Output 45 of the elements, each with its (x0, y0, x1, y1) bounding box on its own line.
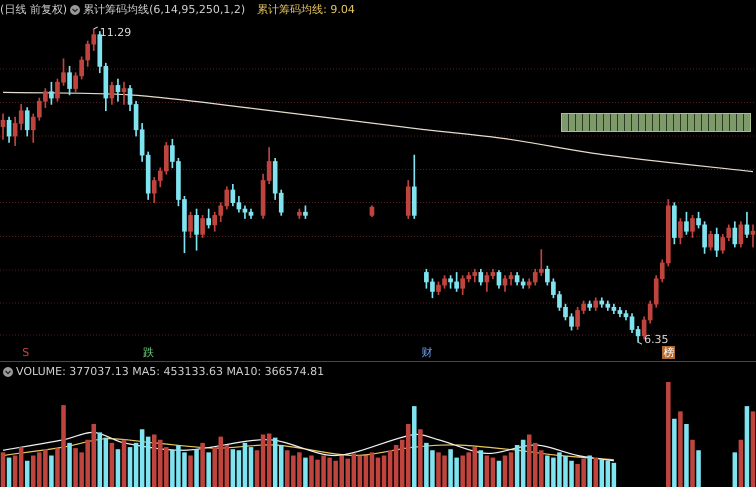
bar (436, 452, 441, 487)
bar (122, 440, 126, 487)
bar (116, 449, 120, 487)
bar (24, 460, 30, 487)
annotation: 11.29 (100, 26, 132, 39)
candlestick (122, 82, 126, 105)
bar (67, 442, 72, 487)
bar (738, 440, 744, 487)
chart-subtitle: 累计筹码均线(6,14,95,250,1,2) (83, 3, 246, 16)
annotation: 6.35 (644, 333, 669, 346)
bar (496, 460, 502, 487)
bar (0, 452, 6, 487)
bar (194, 449, 199, 487)
bar (666, 382, 671, 487)
text: 榜 (662, 346, 676, 359)
bar (418, 429, 423, 487)
bar (684, 424, 689, 487)
bar (678, 411, 683, 487)
bar (732, 452, 738, 487)
text: 跌 (142, 346, 156, 359)
bar (750, 411, 756, 487)
bar (672, 418, 677, 487)
bar (412, 406, 417, 487)
bar (744, 406, 750, 487)
bar (690, 440, 695, 487)
candlestick (303, 206, 308, 219)
chart-title: VOLUME: 377037.13 MA5: 453133.63 MA10: 366574.81 (16, 365, 324, 378)
bar (200, 442, 205, 487)
bar (303, 458, 308, 487)
candlestick (750, 224, 756, 248)
bar (6, 458, 12, 487)
bar (49, 456, 54, 487)
bar (593, 458, 598, 487)
bar (309, 456, 314, 487)
text: 累计筹码均线: 9.04 (257, 3, 355, 16)
bar (696, 450, 701, 487)
bar (478, 450, 484, 487)
bar (442, 456, 447, 487)
bar (188, 456, 193, 487)
bar (206, 452, 211, 487)
chart-title: (日线 前复权) (0, 3, 68, 16)
bar (110, 442, 114, 487)
text: 财 (420, 346, 434, 359)
text: S (21, 346, 30, 359)
bar (587, 456, 592, 487)
